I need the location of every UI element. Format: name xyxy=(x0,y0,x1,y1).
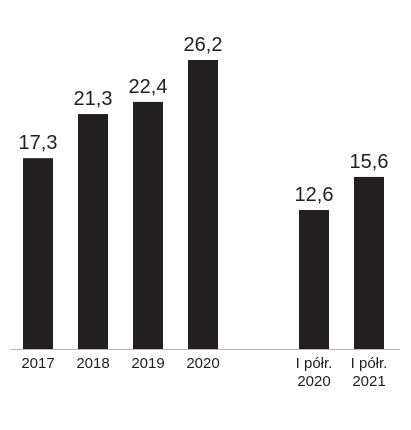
tick-label-0: 2017 xyxy=(21,355,54,372)
value-labels-group: 17,3 21,3 22,4 26,2 12,6 15,6 xyxy=(19,34,389,206)
bar-4 xyxy=(299,210,329,349)
value-label-4: 12,6 xyxy=(295,184,334,206)
tick-label-4-line-1: 2020 xyxy=(297,373,330,390)
value-label-5: 15,6 xyxy=(350,151,389,173)
tick-label-5-line-1: 2021 xyxy=(352,373,385,390)
bars-group xyxy=(23,60,384,349)
value-label-3: 26,2 xyxy=(184,34,223,56)
tick-label-5-line-0: I półr. xyxy=(351,355,388,372)
tick-label-3: 2020 xyxy=(186,355,219,372)
tick-label-1: 2018 xyxy=(76,355,109,372)
tick-label-4-line-0: I półr. xyxy=(296,355,333,372)
bar-5 xyxy=(354,176,384,349)
value-label-2: 22,4 xyxy=(129,76,168,98)
bar-1 xyxy=(78,114,108,349)
bar-3 xyxy=(188,60,218,349)
bar-2 xyxy=(133,101,163,349)
value-label-1: 21,3 xyxy=(74,88,113,110)
value-label-0: 17,3 xyxy=(19,132,58,154)
tick-label-2: 2019 xyxy=(131,355,164,372)
bar-0 xyxy=(23,158,53,349)
